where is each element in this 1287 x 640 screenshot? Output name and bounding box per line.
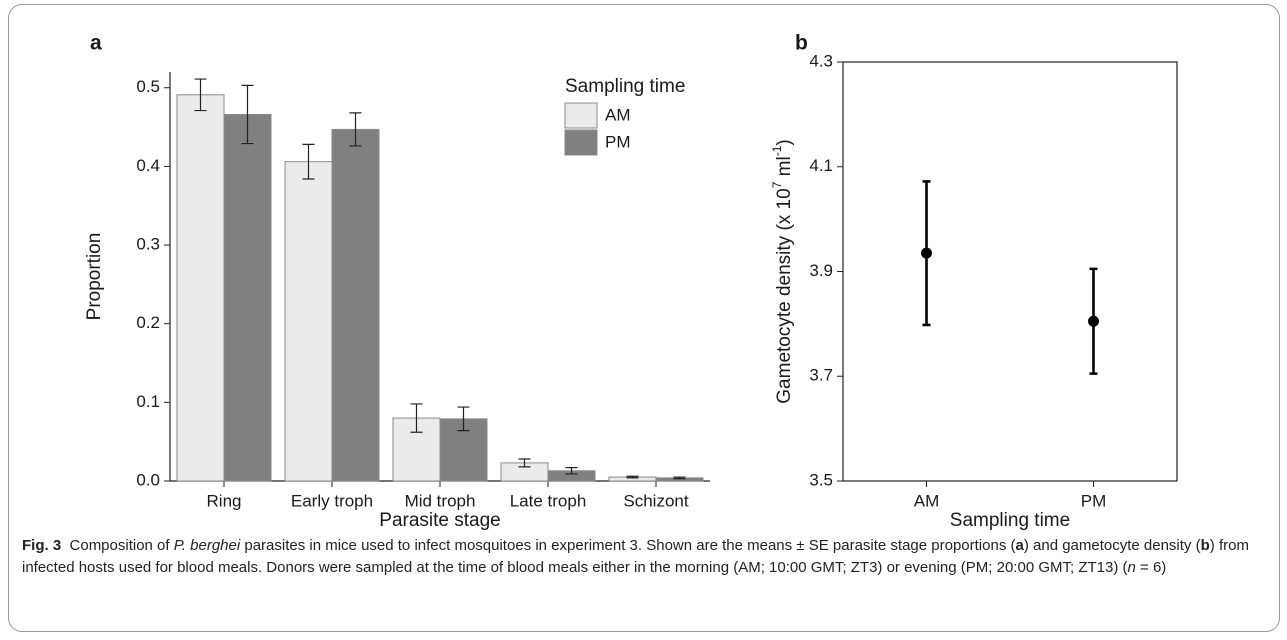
caption-text: parasites in mice used to infect mosquit…: [240, 537, 1016, 554]
error-bar: [518, 458, 531, 468]
caption-text: P. berghei: [173, 537, 241, 554]
y-axis-title: Proportion: [84, 233, 105, 321]
error-bar: [457, 406, 470, 432]
y-tick-label: 0.4: [136, 156, 160, 175]
error-bar: [349, 112, 362, 147]
figure-frame: [8, 4, 1280, 632]
caption-text: n: [1127, 559, 1136, 576]
y-axis-title-part: 7: [770, 181, 784, 188]
caption-text: Composition of: [69, 537, 174, 554]
error-bar: [410, 403, 423, 433]
bar: [284, 161, 333, 482]
point: [921, 247, 932, 259]
caption-text: ) from infected hosts used for blood mea…: [22, 537, 1249, 576]
error-bar: [626, 475, 639, 479]
x-tick-label: Late troph: [510, 491, 587, 510]
error-bar: [241, 84, 254, 145]
legend-swatch: [564, 102, 598, 129]
point: [1088, 315, 1099, 327]
bar: [223, 113, 272, 482]
y-tick-label: 4.1: [809, 156, 833, 175]
x-axis-title: Sampling time: [950, 510, 1070, 531]
caption-text: b: [1200, 537, 1210, 554]
panel-label: a: [90, 32, 102, 55]
x-tick-label: Schizont: [623, 491, 688, 510]
legend-label: PM: [605, 132, 631, 151]
caption-label: Fig. 3: [22, 537, 62, 554]
legend-title: Sampling time: [565, 76, 685, 97]
error-bar: [673, 476, 686, 480]
y-tick-label: 0.2: [136, 313, 160, 332]
x-axis-title: Parasite stage: [379, 510, 500, 531]
error-bar: [302, 143, 315, 180]
y-axis-title-part: -1: [770, 145, 784, 156]
y-axis-title-part: Gametocyte density (x 10: [774, 188, 795, 403]
bar: [176, 94, 225, 482]
y-tick-label: 4.3: [809, 51, 833, 70]
y-tick-label: 0.0: [136, 470, 160, 489]
panel-label: b: [795, 32, 808, 55]
error-bar: [565, 467, 578, 475]
y-axis-title-part: ml: [774, 156, 795, 181]
legend-swatch: [564, 129, 598, 156]
caption-text: a: [1015, 537, 1024, 554]
y-tick-label: 3.5: [809, 470, 833, 489]
bar: [331, 128, 380, 482]
x-tick-label: PM: [1081, 491, 1107, 510]
chart: a 0.0 0.1 0.2 0.3 0.4 0.5 Ring Early troph Mid tr…: [84, 32, 1178, 531]
y-tick-label: 0.3: [136, 235, 160, 254]
error-bar: [194, 78, 207, 112]
x-tick-label: Mid troph: [405, 491, 476, 510]
y-tick-label: 0.5: [136, 77, 160, 96]
caption-text: = 6): [1135, 559, 1167, 576]
x-tick-label: AM: [914, 491, 940, 510]
x-tick-label: Ring: [207, 491, 242, 510]
y-axis-title-part: ): [774, 139, 795, 145]
x-tick-label: Early troph: [291, 491, 373, 510]
y-tick-label: 0.1: [136, 392, 160, 411]
y-axis-title: Gametocyte density (x 107 ml-1): [770, 139, 795, 403]
y-tick-label: 3.9: [809, 261, 833, 280]
legend-label: AM: [605, 105, 631, 124]
caption-text: ) and gametocyte density (: [1023, 537, 1201, 554]
plot-frame: [842, 61, 1178, 482]
y-tick-label: 3.7: [809, 366, 833, 385]
caption: Fig. 3 Composition of P. berghei parasit…: [22, 535, 1272, 579]
